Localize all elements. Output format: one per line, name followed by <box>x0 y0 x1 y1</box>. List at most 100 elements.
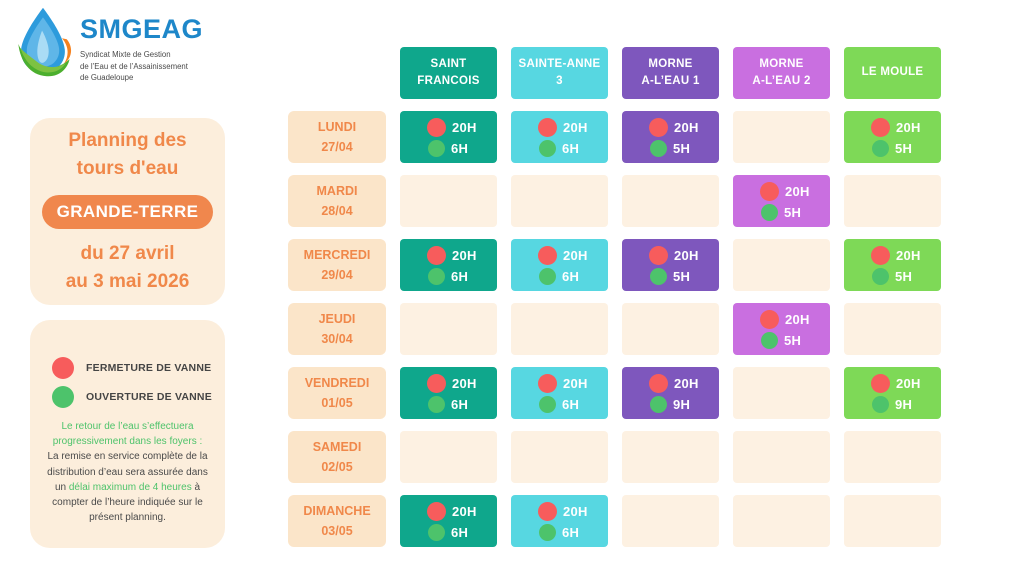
legend-item-close: FERMETURE DE VANNE <box>52 357 215 379</box>
row-label-mercredi: MERCREDI 29/04 <box>288 239 386 291</box>
time-value: 20H <box>674 247 699 263</box>
schedule-cell-empty <box>400 175 497 227</box>
valve-open-dot-icon <box>539 139 556 157</box>
valve-close-dot-icon <box>871 373 890 393</box>
valve-open-dot-icon <box>872 267 889 285</box>
row-day: MARDI <box>316 184 358 198</box>
valve-open-dot-icon <box>428 267 445 285</box>
time-slot-open: 5H <box>871 139 941 157</box>
note-segment: à compter de l’heure indiquée sur le pré… <box>52 481 203 524</box>
valve-open-dot-icon <box>428 395 445 413</box>
valve-close-dot-icon <box>427 501 446 521</box>
legend-card: FERMETURE DE VANNE OUVERTURE DE VANNE Le … <box>30 320 225 548</box>
valve-open-dot-icon <box>761 203 778 221</box>
row-label-dimanche: DIMANCHE 03/05 <box>288 495 386 547</box>
column-header-line: 3 <box>556 75 563 87</box>
row-date: 29/04 <box>321 268 353 282</box>
time-slot-open: 5H <box>871 267 941 285</box>
schedule-cell-le-moule-27-04: 20H 5H <box>844 111 941 163</box>
schedule-cell-empty <box>622 303 719 355</box>
schedule-cell-le-moule-01-05: 20H 9H <box>844 367 941 419</box>
valve-close-dot-icon <box>427 117 446 137</box>
row-day: DIMANCHE <box>303 504 371 518</box>
brand-subtitle-line: Syndicat Mixte de Gestion <box>80 50 171 59</box>
row-day: MERCREDI <box>303 248 371 262</box>
schedule-cell-sainte-anne-3-03-05: 20H 6H <box>511 495 608 547</box>
column-header-line: FRANCOIS <box>417 75 480 87</box>
schedule-cell-saint-francois-03-05: 20H 6H <box>400 495 497 547</box>
time-slot-close: 20H <box>538 501 608 521</box>
row-label-vendredi: VENDREDI 01/05 <box>288 367 386 419</box>
row-day: VENDREDI <box>304 376 370 390</box>
time-value: 6H <box>562 140 580 156</box>
time-value: 20H <box>452 503 477 519</box>
schedule-cell-morne-a-leau-2-30-04: 20H 5H <box>733 303 830 355</box>
time-slot-open: 6H <box>538 523 608 541</box>
planning-title-line: tours d'eau <box>76 158 179 179</box>
schedule-cell-empty <box>622 495 719 547</box>
schedule-cell-saint-francois-29-04: 20H 6H <box>400 239 497 291</box>
valve-open-dot-icon <box>428 523 445 541</box>
time-slot-open: 9H <box>871 395 941 413</box>
time-value: 20H <box>674 375 699 391</box>
planning-title-line: Planning des <box>68 129 187 151</box>
time-value: 20H <box>452 375 477 391</box>
time-slot-close: 20H <box>871 245 941 265</box>
column-header-sainte-anne-3: SAINTE-ANNE 3 <box>511 47 608 99</box>
column-header-line: MORNE <box>759 57 804 70</box>
period-line: du 27 avril <box>80 242 175 264</box>
time-value: 6H <box>562 268 580 284</box>
valve-open-dot-icon <box>52 386 74 408</box>
schedule-cell-empty <box>733 111 830 163</box>
time-slot-open: 6H <box>427 395 497 413</box>
time-value: 5H <box>784 332 802 348</box>
schedule-cell-morne-a-leau-1-27-04: 20H 5H <box>622 111 719 163</box>
row-label-lundi: LUNDI 27/04 <box>288 111 386 163</box>
time-slot-close: 20H <box>427 373 497 393</box>
time-value: 20H <box>785 183 810 199</box>
schedule-cell-empty <box>511 175 608 227</box>
time-slot-open: 6H <box>427 267 497 285</box>
valve-close-dot-icon <box>427 373 446 393</box>
time-slot-open: 9H <box>649 395 719 413</box>
schedule-cell-empty <box>733 431 830 483</box>
region-badge: GRANDE-TERRE <box>41 194 214 229</box>
column-header-line: SAINTE-ANNE <box>518 57 601 70</box>
row-label-mardi: MARDI 28/04 <box>288 175 386 227</box>
water-drop-leaf-logo-icon <box>18 7 72 77</box>
time-value: 5H <box>784 204 802 220</box>
schedule-cell-empty <box>400 431 497 483</box>
row-day: SAMEDI <box>312 440 362 454</box>
time-slot-close: 20H <box>649 245 719 265</box>
time-value: 20H <box>563 119 588 135</box>
time-slot-close: 20H <box>427 245 497 265</box>
schedule-cell-sainte-anne-3-01-05: 20H 6H <box>511 367 608 419</box>
row-label-jeudi: JEUDI 30/04 <box>288 303 386 355</box>
time-value: 20H <box>896 119 921 135</box>
schedule-cell-empty <box>733 367 830 419</box>
column-header-saint-francois: SAINT FRANCOIS <box>400 47 497 99</box>
column-header-line: SAINT <box>430 57 467 70</box>
grid-corner-spacer <box>288 47 386 99</box>
time-slot-close: 20H <box>760 309 830 329</box>
row-date: 03/05 <box>321 524 353 538</box>
brand-name: SMGEAG <box>80 14 204 44</box>
row-label-samedi: SAMEDI 02/05 <box>288 431 386 483</box>
valve-open-dot-icon <box>872 139 889 157</box>
brand-subtitle-line: de Guadeloupe <box>80 73 134 83</box>
schedule-cell-empty <box>733 239 830 291</box>
column-header-line: A-L’EAU 1 <box>641 75 700 87</box>
time-value: 6H <box>562 524 580 540</box>
time-value: 5H <box>895 140 913 156</box>
valve-open-dot-icon <box>761 331 778 349</box>
schedule-cell-le-moule-29-04: 20H 5H <box>844 239 941 291</box>
period-text: du 27 avril au 3 mai 2026 <box>66 240 190 297</box>
valve-open-dot-icon <box>539 523 556 541</box>
time-slot-open: 5H <box>649 139 719 157</box>
row-date: 30/04 <box>321 332 353 346</box>
time-value: 20H <box>896 375 921 391</box>
time-value: 9H <box>673 396 691 412</box>
schedule-cell-empty <box>844 175 941 227</box>
time-slot-open: 6H <box>427 139 497 157</box>
time-slot-close: 20H <box>649 117 719 137</box>
